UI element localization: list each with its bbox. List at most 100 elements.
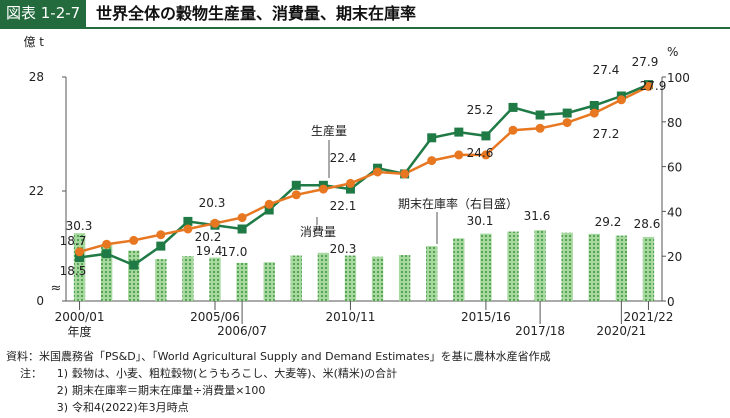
bar-stock-ratio	[209, 257, 221, 301]
figure-label: 図表 1-2-7	[0, 0, 87, 27]
consumption-point	[129, 235, 139, 245]
left-tick-label: 22	[29, 184, 44, 198]
data-label: 27.9	[640, 79, 667, 93]
note-item: 2) 期末在庫率＝期末在庫量÷消費量×100	[6, 382, 551, 399]
x-tick-label: 2020/21	[596, 324, 646, 338]
bar-stock-ratio	[371, 256, 384, 301]
right-tick-label: 40	[667, 205, 682, 219]
figure-title: 世界全体の穀物生産量、消費量、期末在庫率	[96, 4, 417, 23]
consumption-point	[102, 239, 112, 249]
x-tick-label: 2017/18	[515, 324, 565, 338]
bar-stock-ratio	[642, 236, 655, 301]
note-text: 期末在庫率＝期末在庫量÷消費量×100	[72, 384, 266, 397]
data-label: 27.9	[632, 55, 659, 69]
x-tick-label: 2010/11	[326, 310, 376, 324]
right-tick-label: 100	[667, 71, 690, 85]
notes-prefix: 注：	[20, 367, 42, 380]
consumption-point	[156, 230, 166, 240]
consumption-point	[427, 156, 437, 166]
bar-stock-ratio	[507, 231, 519, 301]
note-item: 3) 令和4(2022)年3月時点	[6, 399, 551, 416]
production-point	[75, 253, 85, 262]
bar-stock-ratio	[344, 255, 357, 301]
data-label: 31.6	[524, 209, 551, 223]
bar-stock-ratio	[290, 255, 302, 301]
production-point	[454, 127, 464, 137]
consumption-point	[535, 123, 545, 133]
combo-chart: 0 22 28 億 t ≈0 20 40 60 80 100% 2000/01 2005/062006…	[23, 35, 690, 339]
bar-stock-ratio	[588, 233, 600, 301]
production-point	[129, 260, 139, 270]
x-tick-label: 2000/01	[55, 310, 105, 324]
bar-stock-ratio	[73, 233, 86, 301]
bar-stock-ratio	[398, 255, 411, 301]
notes-block: 資料：米国農務省「PS&D」、「World Agricultural Suppl…	[6, 348, 551, 416]
bar-stock-ratio	[263, 262, 275, 301]
data-label: 25.2	[467, 103, 494, 117]
x-tick-label: 2015/16	[461, 310, 511, 324]
stock-ratio-callout: 期末在庫率（右目盛）	[398, 196, 518, 211]
consumption-point	[643, 82, 653, 91]
consumption-point	[616, 95, 626, 105]
axis-break-marker: ≈	[51, 281, 62, 296]
data-label: 24.6	[467, 146, 494, 160]
consumption-point	[508, 125, 518, 135]
consumption-point	[264, 199, 274, 209]
x-axis-title: 年度	[68, 324, 92, 339]
data-label: 30.3	[66, 219, 93, 233]
consumption-point	[481, 150, 491, 160]
bar-stock-ratio	[561, 232, 573, 301]
production-point	[291, 180, 301, 190]
production-point	[508, 102, 518, 112]
consumption-point	[237, 213, 247, 223]
note-number: 3)	[56, 401, 68, 414]
right-tick-label: 80	[667, 116, 682, 130]
consumption-point	[183, 224, 193, 234]
bar-stock-ratio	[128, 250, 140, 301]
production-point	[589, 101, 599, 110]
data-label: 20.3	[330, 242, 357, 256]
data-label: 18.7	[60, 234, 87, 248]
x-tick-label: 2021/22	[624, 310, 674, 324]
note-item: 注： 1) 穀物は、小麦、粗粒穀物(とうもろこし、大麦等)、米(精米)の合計	[6, 365, 551, 382]
bar-stock-ratio	[100, 245, 113, 301]
data-label: 27.4	[593, 63, 620, 77]
bar-stock-ratio	[534, 230, 546, 301]
x-tick-label: 2006/07	[217, 324, 267, 338]
consumption-point	[345, 178, 355, 188]
bar-stock-ratio	[182, 256, 194, 301]
consumption-point	[454, 150, 464, 160]
production-point	[156, 241, 166, 251]
left-tick-label: 28	[29, 70, 44, 84]
source-text: 米国農務省「PS&D」、「World Agricultural Supply a…	[39, 350, 551, 363]
production-point	[102, 249, 112, 259]
consumption-point	[589, 108, 599, 118]
production-point	[264, 205, 274, 215]
right-tick-label: 20	[667, 250, 682, 264]
data-label: 20.3	[199, 196, 226, 210]
left-axis-unit: 億 t	[23, 35, 44, 49]
data-label: 19.4	[196, 244, 223, 258]
production-callout: 生産量	[311, 123, 347, 138]
production-point	[535, 110, 545, 120]
data-label: 28.6	[634, 217, 661, 231]
right-axis-unit: %	[667, 45, 678, 59]
note-text: 令和4(2022)年3月時点	[72, 401, 189, 414]
note-number: 2)	[56, 384, 68, 397]
bar-stock-ratio	[615, 235, 628, 301]
note-text: 穀物は、小麦、粗粒穀物(とうもろこし、大麦等)、米(精米)の合計	[72, 367, 398, 380]
bar-stock-ratio	[453, 238, 465, 301]
consumption-point	[400, 169, 410, 179]
consumption-point	[210, 218, 220, 228]
data-label: 30.1	[467, 214, 494, 228]
data-label: 27.2	[593, 127, 620, 141]
consumption-line	[79, 85, 650, 254]
production-point	[345, 184, 355, 194]
production-point	[481, 131, 491, 141]
production-point	[427, 133, 437, 143]
data-label: 20.2	[195, 230, 222, 244]
production-point	[237, 224, 247, 234]
bar-stock-ratio	[155, 259, 167, 301]
data-label: 29.2	[595, 215, 622, 229]
consumption-point	[318, 184, 328, 194]
